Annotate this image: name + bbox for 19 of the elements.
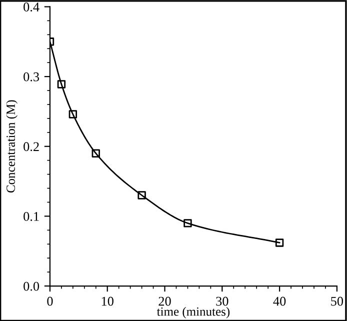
y-tick-label: 0.1 xyxy=(24,212,39,221)
x-tick-label: 0 xyxy=(47,296,53,306)
x-tick-label: 30 xyxy=(216,296,228,306)
x-tick-label: 20 xyxy=(158,296,171,306)
y-tick-label: 0.0 xyxy=(24,282,40,291)
y-tick-label: 0.3 xyxy=(24,72,40,82)
x-tick-label: 50 xyxy=(331,296,344,306)
y-axis-title: Concentration (M) xyxy=(6,100,18,193)
x-axis-title: time (minutes) xyxy=(156,307,230,318)
point xyxy=(92,149,100,158)
point xyxy=(184,219,192,228)
x-tick-label: 10 xyxy=(102,296,114,306)
x-tick-label: 40 xyxy=(273,296,286,306)
point xyxy=(275,238,284,247)
y-tick-label: 0.2 xyxy=(24,142,39,152)
point xyxy=(138,191,146,200)
point xyxy=(57,80,66,88)
point xyxy=(68,110,78,118)
y-tick-label: 0.4 xyxy=(24,2,40,12)
